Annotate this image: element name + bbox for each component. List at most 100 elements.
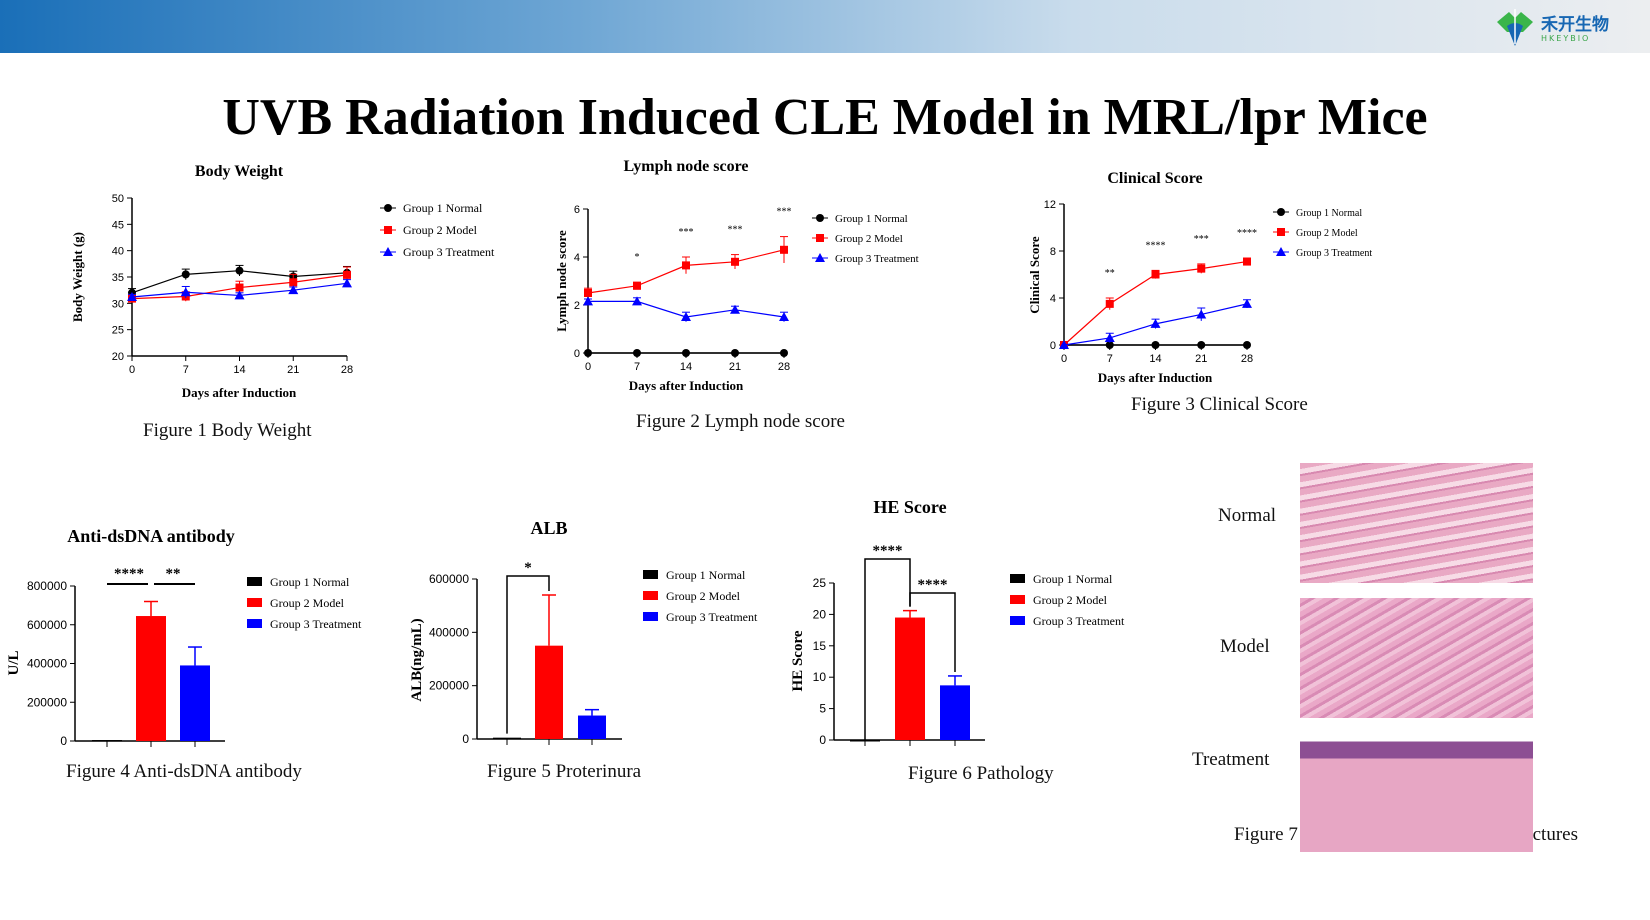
chart-1-data-point bbox=[180, 287, 191, 297]
chart-4-legend-swatch bbox=[247, 577, 262, 586]
chart-4-bar bbox=[180, 665, 210, 741]
chart-3-data-point bbox=[1150, 318, 1161, 328]
chart-6-legend-swatch bbox=[1010, 574, 1025, 583]
caption-figure-5: Figure 5 Proterinura bbox=[487, 761, 642, 782]
chart-4-y-tick-label: 0 bbox=[60, 734, 67, 748]
chart-3-data-point bbox=[1105, 341, 1114, 349]
chart-2-significance-label: *** bbox=[777, 207, 792, 218]
chart-4-legend-label: Group 3 Treatment bbox=[270, 617, 362, 631]
chart-5-legend-swatch bbox=[643, 570, 658, 579]
chart-2-y-tick-label: 6 bbox=[574, 204, 580, 216]
chart-2-data-point bbox=[584, 289, 592, 297]
chart-3-x-tick-label: 28 bbox=[1241, 353, 1253, 365]
chart-2-significance-label: *** bbox=[679, 227, 694, 238]
chart-2-legend-label: Group 3 Treatment bbox=[835, 253, 919, 265]
chart-5-significance-label: * bbox=[524, 560, 532, 576]
chart-6-legend-swatch bbox=[1010, 616, 1025, 625]
chart-1-data-point bbox=[127, 292, 137, 302]
chart-6-y-tick-label: 25 bbox=[813, 576, 827, 590]
chart-1-legend-marker bbox=[384, 226, 392, 234]
chart-1-data-point bbox=[234, 290, 245, 300]
chart-2-data-point bbox=[731, 349, 739, 357]
chart-2-legend-label: Group 1 Normal bbox=[835, 213, 908, 225]
chart-3-x-tick-label: 14 bbox=[1149, 353, 1161, 365]
chart-4-y-tick-label: 200000 bbox=[27, 695, 67, 709]
chart-5-legend-swatch bbox=[643, 612, 658, 621]
chart-4-bar bbox=[136, 616, 166, 741]
chart-3-data-point bbox=[1197, 341, 1206, 349]
chart-2-data-point bbox=[632, 296, 642, 306]
chart-1-y-tick-label: 35 bbox=[112, 272, 124, 284]
chart-5-bar bbox=[535, 645, 563, 739]
caption-figure-6: Figure 6 Pathology bbox=[908, 763, 1054, 784]
chart-4-y-tick-label: 600000 bbox=[27, 618, 67, 632]
chart-1-legend-label: Group 2 Model bbox=[403, 223, 478, 237]
chart-3-x-tick-label: 21 bbox=[1195, 353, 1207, 365]
chart-2-x-tick-label: 21 bbox=[729, 361, 741, 373]
caption-figure-4: Figure 4 Anti-dsDNA antibody bbox=[66, 761, 302, 782]
chart-1-legend-marker bbox=[383, 247, 393, 256]
chart-6-bar bbox=[940, 685, 970, 740]
chart-3-data-point bbox=[1242, 298, 1252, 308]
chart-6-bar bbox=[850, 740, 880, 742]
chart-3-title: Clinical Score bbox=[1107, 170, 1202, 187]
chart-2-data-point bbox=[583, 296, 593, 306]
chart-6-bar bbox=[895, 617, 925, 740]
histology-image-treatment bbox=[1300, 732, 1533, 852]
chart-2-y-tick-label: 0 bbox=[574, 348, 580, 360]
chart-1-x-tick-label: 21 bbox=[287, 364, 299, 376]
chart-6-y-tick-label: 5 bbox=[819, 702, 826, 716]
chart-5-legend-swatch bbox=[643, 591, 658, 600]
chart-3-data-point bbox=[1197, 264, 1206, 273]
chart-3-y-tick-label: 12 bbox=[1044, 199, 1056, 211]
chart-6-y-tick-label: 20 bbox=[813, 607, 827, 621]
chart-6-legend-label: Group 3 Treatment bbox=[1033, 614, 1125, 628]
chart-5-y-tick-label: 200000 bbox=[429, 679, 469, 693]
chart-6-legend-swatch bbox=[1010, 595, 1025, 604]
chart-3-data-point bbox=[1243, 341, 1251, 349]
chart-2-x-tick-label: 14 bbox=[680, 361, 692, 373]
chart-2-data-point bbox=[779, 312, 789, 321]
chart-6-significance-label: **** bbox=[918, 577, 948, 593]
chart-2-title: Lymph node score bbox=[623, 158, 748, 175]
chart-3-x-tick-label: 7 bbox=[1107, 353, 1113, 365]
chart-1-legend-marker bbox=[384, 204, 392, 212]
chart-2-legend-label: Group 2 Model bbox=[835, 233, 903, 245]
chart-2-data-point bbox=[633, 349, 641, 357]
chart-3-y-tick-label: 4 bbox=[1050, 293, 1056, 305]
chart-2-data-point bbox=[780, 245, 788, 254]
histo-label-treatment: Treatment bbox=[1192, 749, 1270, 770]
histology-image-normal bbox=[1300, 463, 1533, 583]
chart-5-y-tick-label: 600000 bbox=[429, 572, 469, 586]
chart-2-y-tick-label: 4 bbox=[574, 252, 580, 264]
header-banner bbox=[0, 0, 1650, 53]
chart-6-significance-bracket bbox=[864, 558, 911, 740]
chart-6-y-axis-label: HE Score bbox=[790, 630, 806, 691]
chart-4-legend-swatch bbox=[247, 619, 262, 628]
chart-1-data-point bbox=[288, 285, 299, 295]
chart-5-y-tick-label: 0 bbox=[462, 732, 469, 746]
chart-1-legend-label: Group 1 Normal bbox=[403, 201, 483, 215]
chart-3-x-axis-label: Days after Induction bbox=[1098, 370, 1213, 385]
chart-5-y-tick-label: 400000 bbox=[429, 625, 469, 639]
chart-2-x-axis-label: Days after Induction bbox=[629, 378, 744, 393]
histo-label-model: Model bbox=[1220, 636, 1270, 657]
chart-3-legend-marker bbox=[1277, 208, 1285, 216]
chart-5-significance-bracket bbox=[506, 575, 550, 734]
caption-figure-3: Figure 3 Clinical Score bbox=[1131, 394, 1308, 415]
chart-4-significance-label: ** bbox=[166, 566, 181, 582]
chart-4-significance-label: **** bbox=[114, 566, 144, 582]
chart-2-data-point bbox=[682, 261, 690, 270]
chart-1-data-point bbox=[181, 270, 190, 279]
chart-6-significance-label: **** bbox=[873, 543, 903, 559]
chart-2-legend-marker bbox=[816, 234, 824, 242]
chart-5-y-axis-label: ALB(ng/mL) bbox=[409, 618, 425, 701]
page-title: UVB Radiation Induced CLE Model in MRL/l… bbox=[222, 89, 1428, 146]
chart-1-x-tick-label: 7 bbox=[183, 364, 189, 376]
chart-6-significance-bracket bbox=[909, 592, 956, 672]
logo-subtext: HKEYBIO bbox=[1541, 34, 1591, 43]
chart-6-legend-label: Group 2 Model bbox=[1033, 593, 1108, 607]
chart-3-legend-marker bbox=[1276, 247, 1286, 256]
chart-2-data-point bbox=[730, 304, 740, 314]
chart-2-significance-label: *** bbox=[728, 225, 743, 236]
